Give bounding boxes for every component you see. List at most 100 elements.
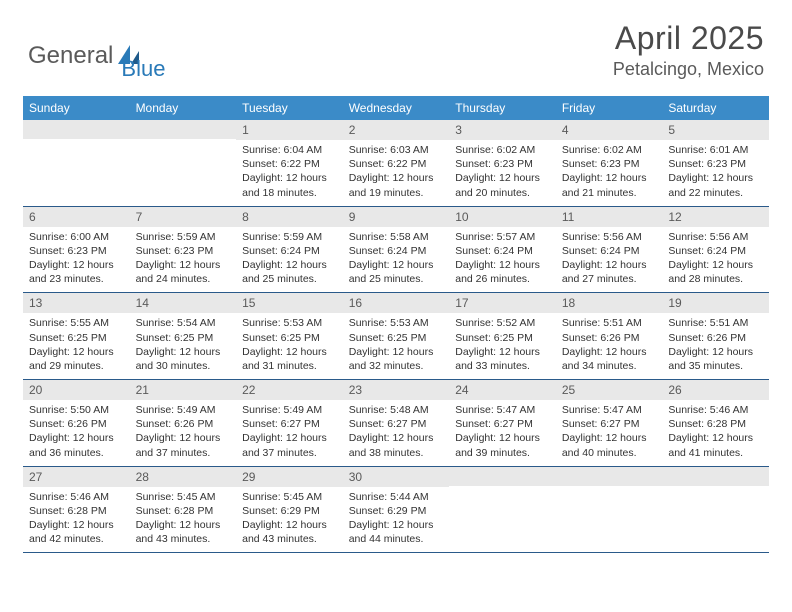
- day-details: Sunrise: 5:59 AMSunset: 6:23 PMDaylight:…: [130, 227, 237, 293]
- day-number: 3: [449, 120, 556, 140]
- weekday-header-row: Sunday Monday Tuesday Wednesday Thursday…: [23, 96, 769, 120]
- calendar-day-cell: 28Sunrise: 5:45 AMSunset: 6:28 PMDayligh…: [130, 466, 237, 553]
- day-details: Sunrise: 5:53 AMSunset: 6:25 PMDaylight:…: [343, 313, 450, 379]
- day-details: Sunrise: 5:57 AMSunset: 6:24 PMDaylight:…: [449, 227, 556, 293]
- calendar-day-cell: 7Sunrise: 5:59 AMSunset: 6:23 PMDaylight…: [130, 206, 237, 293]
- calendar-table: Sunday Monday Tuesday Wednesday Thursday…: [23, 96, 769, 553]
- calendar-day-cell: 10Sunrise: 5:57 AMSunset: 6:24 PMDayligh…: [449, 206, 556, 293]
- day-details: Sunrise: 6:04 AMSunset: 6:22 PMDaylight:…: [236, 140, 343, 206]
- calendar-day-cell: 14Sunrise: 5:54 AMSunset: 6:25 PMDayligh…: [130, 293, 237, 380]
- day-details: Sunrise: 5:53 AMSunset: 6:25 PMDaylight:…: [236, 313, 343, 379]
- day-number: 10: [449, 207, 556, 227]
- day-number: 16: [343, 293, 450, 313]
- calendar-day-cell: 6Sunrise: 6:00 AMSunset: 6:23 PMDaylight…: [23, 206, 130, 293]
- calendar-day-cell: [130, 120, 237, 206]
- calendar-day-cell: [23, 120, 130, 206]
- calendar-day-cell: [556, 466, 663, 553]
- calendar-day-cell: 16Sunrise: 5:53 AMSunset: 6:25 PMDayligh…: [343, 293, 450, 380]
- day-number: 2: [343, 120, 450, 140]
- day-number: 1: [236, 120, 343, 140]
- calendar-day-cell: 3Sunrise: 6:02 AMSunset: 6:23 PMDaylight…: [449, 120, 556, 206]
- calendar-day-cell: [449, 466, 556, 553]
- day-number: 17: [449, 293, 556, 313]
- empty-day-content: [130, 139, 237, 193]
- empty-day-band: [130, 120, 237, 139]
- day-details: Sunrise: 5:56 AMSunset: 6:24 PMDaylight:…: [662, 227, 769, 293]
- calendar-day-cell: 22Sunrise: 5:49 AMSunset: 6:27 PMDayligh…: [236, 380, 343, 467]
- calendar-day-cell: 5Sunrise: 6:01 AMSunset: 6:23 PMDaylight…: [662, 120, 769, 206]
- weekday-header: Saturday: [662, 96, 769, 120]
- day-number: 22: [236, 380, 343, 400]
- day-details: Sunrise: 6:02 AMSunset: 6:23 PMDaylight:…: [556, 140, 663, 206]
- calendar-day-cell: [662, 466, 769, 553]
- day-number: 26: [662, 380, 769, 400]
- logo-text-blue: Blue: [121, 56, 165, 82]
- day-details: Sunrise: 5:55 AMSunset: 6:25 PMDaylight:…: [23, 313, 130, 379]
- empty-day-content: [449, 486, 556, 540]
- day-number: 18: [556, 293, 663, 313]
- calendar-day-cell: 27Sunrise: 5:46 AMSunset: 6:28 PMDayligh…: [23, 466, 130, 553]
- day-details: Sunrise: 5:45 AMSunset: 6:29 PMDaylight:…: [236, 487, 343, 553]
- calendar-day-cell: 1Sunrise: 6:04 AMSunset: 6:22 PMDaylight…: [236, 120, 343, 206]
- day-number: 30: [343, 467, 450, 487]
- day-number: 11: [556, 207, 663, 227]
- day-number: 24: [449, 380, 556, 400]
- day-number: 15: [236, 293, 343, 313]
- day-number: 13: [23, 293, 130, 313]
- day-details: Sunrise: 5:56 AMSunset: 6:24 PMDaylight:…: [556, 227, 663, 293]
- day-details: Sunrise: 5:47 AMSunset: 6:27 PMDaylight:…: [556, 400, 663, 466]
- day-details: Sunrise: 5:50 AMSunset: 6:26 PMDaylight:…: [23, 400, 130, 466]
- day-number: 21: [130, 380, 237, 400]
- day-details: Sunrise: 5:46 AMSunset: 6:28 PMDaylight:…: [662, 400, 769, 466]
- day-details: Sunrise: 5:51 AMSunset: 6:26 PMDaylight:…: [556, 313, 663, 379]
- location-label: Petalcingo, Mexico: [613, 59, 764, 80]
- day-details: Sunrise: 5:48 AMSunset: 6:27 PMDaylight:…: [343, 400, 450, 466]
- day-details: Sunrise: 6:00 AMSunset: 6:23 PMDaylight:…: [23, 227, 130, 293]
- weekday-header: Thursday: [449, 96, 556, 120]
- calendar-day-cell: 12Sunrise: 5:56 AMSunset: 6:24 PMDayligh…: [662, 206, 769, 293]
- day-number: 27: [23, 467, 130, 487]
- calendar-week-row: 6Sunrise: 6:00 AMSunset: 6:23 PMDaylight…: [23, 206, 769, 293]
- day-details: Sunrise: 6:03 AMSunset: 6:22 PMDaylight:…: [343, 140, 450, 206]
- day-details: Sunrise: 5:49 AMSunset: 6:27 PMDaylight:…: [236, 400, 343, 466]
- day-details: Sunrise: 5:49 AMSunset: 6:26 PMDaylight:…: [130, 400, 237, 466]
- day-number: 9: [343, 207, 450, 227]
- calendar-day-cell: 19Sunrise: 5:51 AMSunset: 6:26 PMDayligh…: [662, 293, 769, 380]
- calendar-day-cell: 4Sunrise: 6:02 AMSunset: 6:23 PMDaylight…: [556, 120, 663, 206]
- day-details: Sunrise: 5:59 AMSunset: 6:24 PMDaylight:…: [236, 227, 343, 293]
- day-details: Sunrise: 6:02 AMSunset: 6:23 PMDaylight:…: [449, 140, 556, 206]
- calendar-week-row: 20Sunrise: 5:50 AMSunset: 6:26 PMDayligh…: [23, 380, 769, 467]
- day-details: Sunrise: 6:01 AMSunset: 6:23 PMDaylight:…: [662, 140, 769, 206]
- weekday-header: Friday: [556, 96, 663, 120]
- calendar-day-cell: 25Sunrise: 5:47 AMSunset: 6:27 PMDayligh…: [556, 380, 663, 467]
- calendar-week-row: 1Sunrise: 6:04 AMSunset: 6:22 PMDaylight…: [23, 120, 769, 206]
- calendar-day-cell: 18Sunrise: 5:51 AMSunset: 6:26 PMDayligh…: [556, 293, 663, 380]
- day-number: 25: [556, 380, 663, 400]
- day-number: 8: [236, 207, 343, 227]
- calendar-day-cell: 21Sunrise: 5:49 AMSunset: 6:26 PMDayligh…: [130, 380, 237, 467]
- calendar-day-cell: 20Sunrise: 5:50 AMSunset: 6:26 PMDayligh…: [23, 380, 130, 467]
- empty-day-band: [449, 467, 556, 486]
- day-details: Sunrise: 5:44 AMSunset: 6:29 PMDaylight:…: [343, 487, 450, 553]
- day-number: 14: [130, 293, 237, 313]
- calendar-day-cell: 30Sunrise: 5:44 AMSunset: 6:29 PMDayligh…: [343, 466, 450, 553]
- empty-day-band: [23, 120, 130, 139]
- calendar-week-row: 13Sunrise: 5:55 AMSunset: 6:25 PMDayligh…: [23, 293, 769, 380]
- day-number: 5: [662, 120, 769, 140]
- day-number: 6: [23, 207, 130, 227]
- calendar-day-cell: 8Sunrise: 5:59 AMSunset: 6:24 PMDaylight…: [236, 206, 343, 293]
- day-number: 19: [662, 293, 769, 313]
- calendar-day-cell: 13Sunrise: 5:55 AMSunset: 6:25 PMDayligh…: [23, 293, 130, 380]
- day-number: 28: [130, 467, 237, 487]
- day-details: Sunrise: 5:52 AMSunset: 6:25 PMDaylight:…: [449, 313, 556, 379]
- weekday-header: Wednesday: [343, 96, 450, 120]
- calendar-week-row: 27Sunrise: 5:46 AMSunset: 6:28 PMDayligh…: [23, 466, 769, 553]
- calendar-day-cell: 2Sunrise: 6:03 AMSunset: 6:22 PMDaylight…: [343, 120, 450, 206]
- weekday-header: Sunday: [23, 96, 130, 120]
- empty-day-content: [556, 486, 663, 540]
- day-number: 29: [236, 467, 343, 487]
- title-block: April 2025 Petalcingo, Mexico: [613, 20, 764, 80]
- logo: General Blue: [28, 20, 165, 82]
- calendar-day-cell: 9Sunrise: 5:58 AMSunset: 6:24 PMDaylight…: [343, 206, 450, 293]
- header: General Blue April 2025 Petalcingo, Mexi…: [0, 0, 792, 90]
